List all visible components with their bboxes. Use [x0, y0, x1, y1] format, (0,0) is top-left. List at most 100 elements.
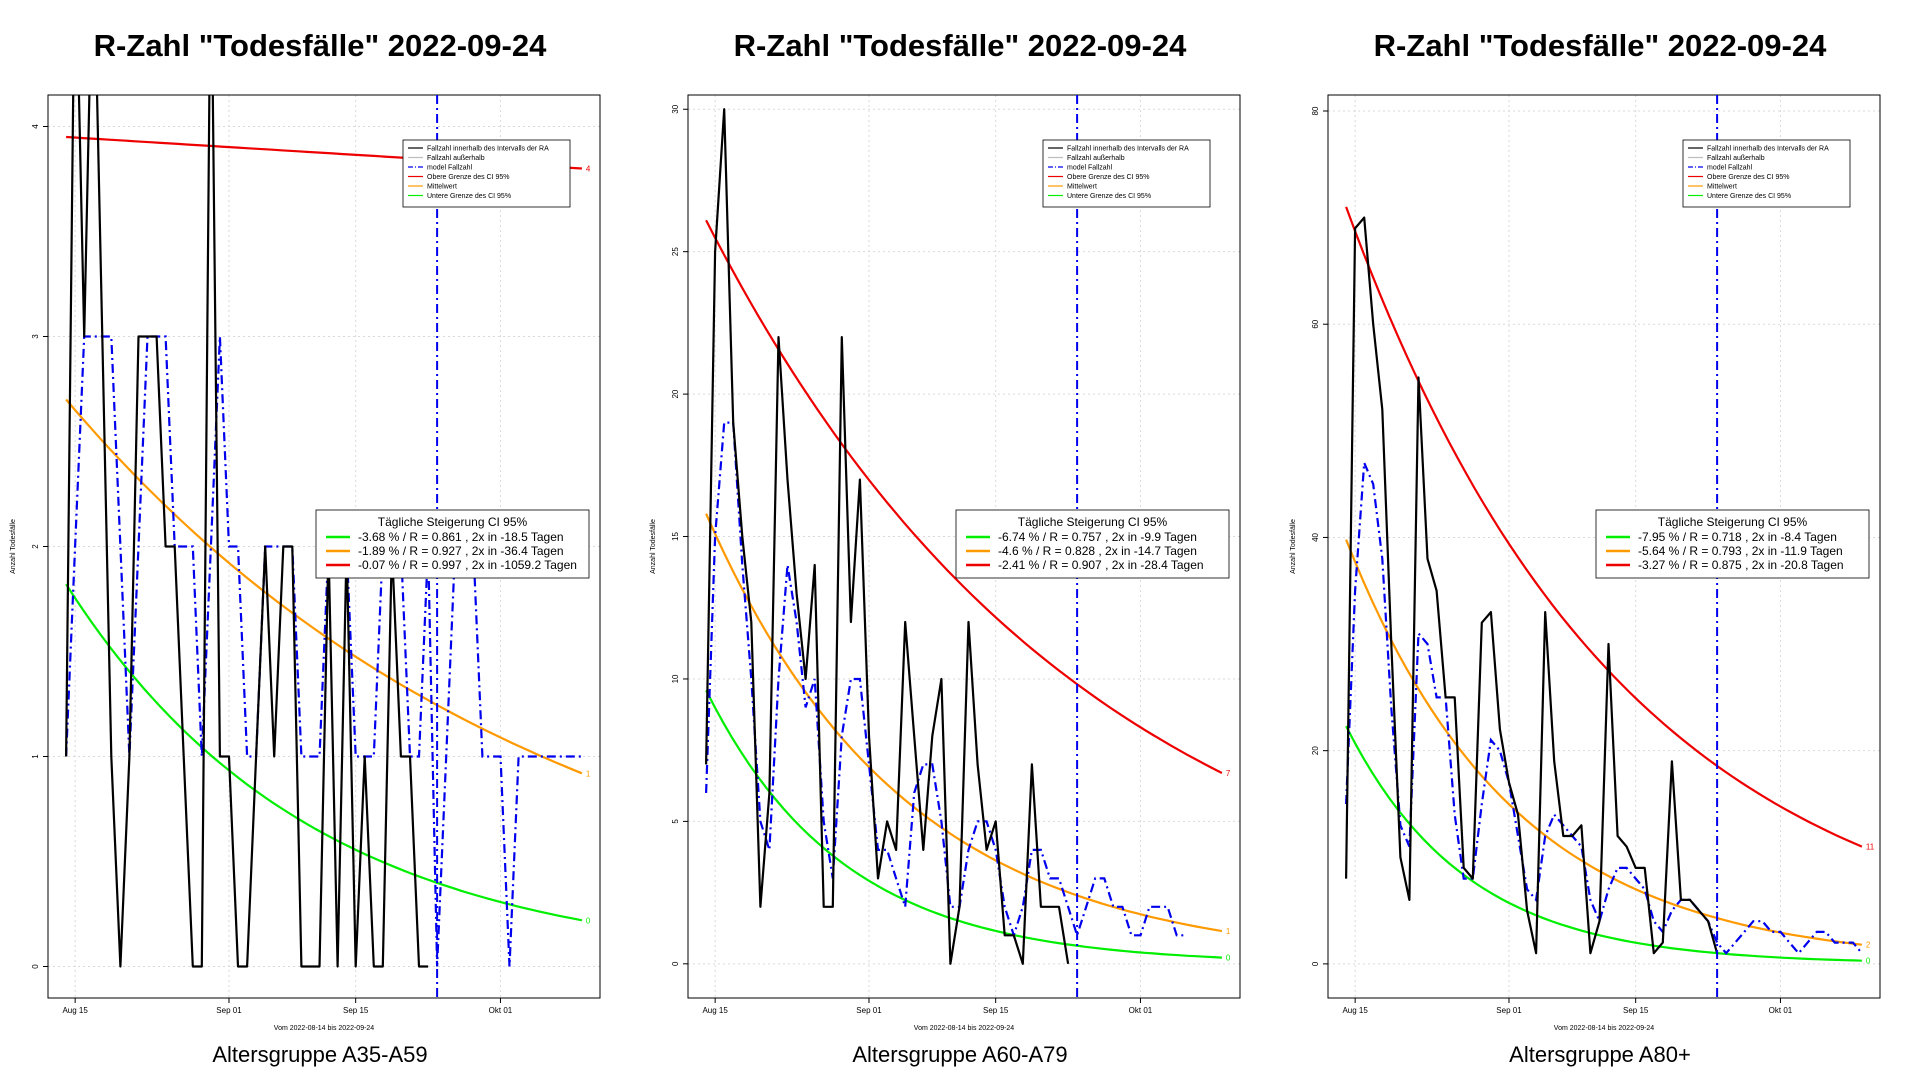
growth-legend-label: -2.41 % / R = 0.907 , 2x in -28.4 Tagen	[998, 558, 1204, 572]
chart-subtitle: Altersgruppe A80+	[1509, 1042, 1691, 1067]
series-legend-label: model Fallzahl	[427, 165, 473, 172]
x-tick-label: Sep 01	[216, 1006, 242, 1015]
fit-end-label: 0	[586, 916, 591, 925]
series-legend-label: Untere Grenze des CI 95%	[1067, 193, 1151, 200]
fit-curve-upper	[705, 219, 1223, 774]
series-legend-label: Fallzahl innerhalb des Intervalls der RA	[1707, 146, 1829, 153]
series-legend-label: Obere Grenze des CI 95%	[427, 174, 510, 181]
y-axis-label: Anzahl Todesfälle	[1290, 519, 1297, 574]
series-legend-label: Fallzahl außerhalb	[1707, 155, 1765, 162]
growth-legend-title: Tägliche Steigerung CI 95%	[1658, 515, 1808, 529]
plot-area	[1345, 206, 1863, 962]
chart-title: R-Zahl "Todesfälle" 2022-09-24	[1373, 28, 1827, 63]
series-legend-label: Obere Grenze des CI 95%	[1067, 174, 1150, 181]
growth-legend: Tägliche Steigerung CI 95%-6.74 % / R = …	[955, 509, 1230, 579]
y-tick-label: 2	[31, 544, 40, 549]
series-legend-box	[402, 139, 571, 208]
x-tick-label: Sep 15	[343, 1006, 369, 1015]
fit-end-label: 1	[1226, 927, 1231, 936]
growth-legend-label: -1.89 % / R = 0.927 , 2x in -36.4 Tagen	[358, 544, 564, 558]
series-legend-box	[1682, 139, 1851, 208]
fit-curve-lower	[705, 689, 1222, 959]
series-legend-label: Mittelwert	[1707, 184, 1737, 191]
y-tick-label: 10	[671, 674, 680, 683]
y-tick-label: 30	[671, 104, 680, 113]
series-legend-label: Fallzahl innerhalb des Intervalls der RA	[1067, 146, 1189, 153]
y-tick-label: 5	[671, 819, 680, 824]
series-legend-label: Obere Grenze des CI 95%	[1707, 174, 1790, 181]
series-legend-label: Fallzahl außerhalb	[427, 155, 485, 162]
y-tick-label: 4	[31, 124, 40, 129]
fit-end-label: 11	[1866, 843, 1875, 852]
grid	[1328, 95, 1880, 998]
fit-curve-mean	[65, 398, 583, 775]
growth-legend-title: Tägliche Steigerung CI 95%	[378, 515, 528, 529]
series-legend-label: Mittelwert	[427, 184, 457, 191]
y-tick-label: 1	[31, 754, 40, 759]
series-legend: Fallzahl innerhalb des Intervalls der RA…	[402, 139, 571, 208]
y-tick-label: 40	[1311, 532, 1320, 541]
growth-legend-label: -0.07 % / R = 0.997 , 2x in -1059.2 Tage…	[358, 558, 577, 572]
growth-legend-box	[955, 509, 1230, 579]
growth-legend: Tägliche Steigerung CI 95%-3.68 % / R = …	[315, 509, 590, 579]
plot-frame	[1327, 94, 1881, 999]
y-tick-label: 20	[671, 389, 680, 398]
x-axis-label: Vom 2022-08-14 bis 2022-09-24	[1554, 1025, 1655, 1032]
growth-legend-label: -4.6 % / R = 0.828 , 2x in -14.7 Tagen	[998, 544, 1197, 558]
fit-curve-upper	[1345, 206, 1863, 848]
growth-legend-box	[315, 509, 590, 579]
fit-curve-mean	[705, 513, 1223, 933]
y-tick-label: 20	[1311, 746, 1320, 755]
observed-series-line	[65, 95, 429, 968]
y-axis-label: Anzahl Todesfälle	[10, 519, 17, 574]
x-tick-label: Sep 15	[983, 1006, 1009, 1015]
chart-subtitle: Altersgruppe A35-A59	[212, 1042, 428, 1067]
y-tick-label: 3	[31, 334, 40, 339]
x-axis-label: Vom 2022-08-14 bis 2022-09-24	[914, 1025, 1015, 1032]
observed-series-line	[1345, 216, 1719, 955]
x-tick-label: Okt 01	[489, 1006, 513, 1015]
x-tick-label: Aug 15	[1342, 1006, 1368, 1015]
series-legend-label: Fallzahl außerhalb	[1067, 155, 1125, 162]
chart-panel-a80-plus: R-Zahl "Todesfälle" 2022-09-24 0 20 40 60 80…	[1280, 0, 1920, 1080]
growth-legend-label: -7.95 % / R = 0.718 , 2x in -8.4 Tagen	[1638, 530, 1837, 544]
fit-curve-mean	[1345, 539, 1863, 946]
x-tick-label: Aug 15	[62, 1006, 88, 1015]
x-tick-label: Okt 01	[1769, 1006, 1793, 1015]
x-tick-label: Okt 01	[1129, 1006, 1153, 1015]
growth-legend-box	[1595, 509, 1870, 579]
chart-subtitle: Altersgruppe A60-A79	[852, 1042, 1068, 1067]
growth-legend-label: -3.27 % / R = 0.875 , 2x in -20.8 Tagen	[1638, 558, 1844, 572]
fit-end-label: 2	[1866, 941, 1871, 950]
series-legend: Fallzahl innerhalb des Intervalls der RA…	[1682, 139, 1851, 208]
model-series-line	[65, 335, 582, 967]
series-legend-label: model Fallzahl	[1067, 165, 1113, 172]
model-series-line	[705, 421, 1186, 939]
y-tick-label: 0	[671, 961, 680, 966]
x-tick-label: Sep 01	[1496, 1006, 1522, 1015]
growth-legend-label: -3.68 % / R = 0.861 , 2x in -18.5 Tagen	[358, 530, 564, 544]
y-tick-label: 25	[671, 247, 680, 256]
y-tick-label: 60	[1311, 319, 1320, 328]
fit-end-label: 1	[586, 769, 591, 778]
y-tick-label: 0	[1311, 961, 1320, 966]
series-legend-label: Mittelwert	[1067, 184, 1097, 191]
series-legend-box	[1042, 139, 1211, 208]
fit-end-label: 7	[1226, 769, 1231, 778]
observed-series-line	[705, 108, 1070, 965]
y-tick-label: 0	[31, 964, 40, 969]
y-tick-label: 15	[671, 532, 680, 541]
chart-panel-a60-a79: R-Zahl "Todesfälle" 2022-09-24 0 5 10 15 20 2…	[640, 0, 1280, 1080]
series-legend-label: model Fallzahl	[1707, 165, 1753, 172]
fit-curve-lower	[65, 583, 583, 922]
chart-panel-a35-a59: R-Zahl "Todesfälle" 2022-09-24 0 1 2 3 4 Aug …	[0, 0, 640, 1080]
y-axis-label: Anzahl Todesfälle	[650, 519, 657, 574]
x-axis-label: Vom 2022-08-14 bis 2022-09-24	[274, 1025, 375, 1032]
chart-title: R-Zahl "Todesfälle" 2022-09-24	[733, 28, 1187, 63]
growth-legend-label: -6.74 % / R = 0.757 , 2x in -9.9 Tagen	[998, 530, 1197, 544]
chart-plot: 0 1 2 3 4 Aug 15 Sep 01 Sep 15 Okt 01 Vom 2022-08…	[10, 94, 601, 1032]
series-legend-label: Untere Grenze des CI 95%	[1707, 193, 1791, 200]
fit-end-label: 0	[1866, 957, 1871, 966]
